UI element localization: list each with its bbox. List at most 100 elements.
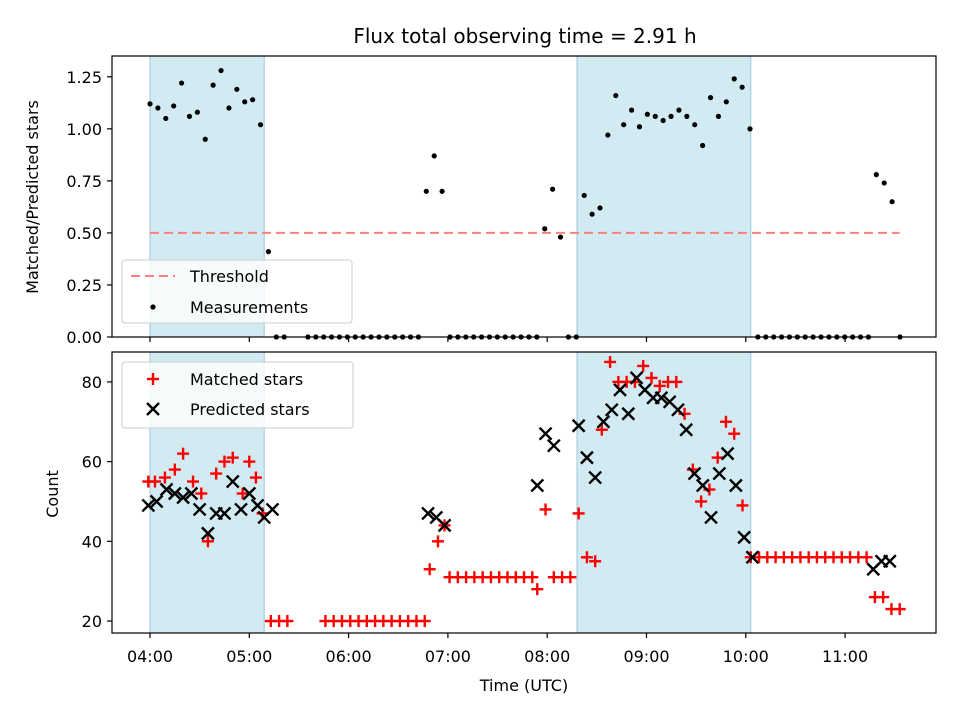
x-tick-label: 09:00 <box>623 647 669 666</box>
top-x-ticks <box>149 337 846 342</box>
matched-star-marker <box>187 475 200 488</box>
measurement-point <box>707 95 714 101</box>
measurement-point <box>423 188 429 194</box>
matched-star-marker <box>526 571 539 584</box>
matched-star-marker <box>226 451 239 464</box>
measurement-point <box>210 82 216 88</box>
matched-star-marker <box>531 583 544 596</box>
top-panel: 0.00 0.25 0.50 0.75 1.00 1.25 Matched/Predict… <box>23 55 937 347</box>
predicted-star-marker <box>201 526 215 541</box>
predicted-star-marker <box>613 383 627 397</box>
legend-predicted-label: Predicted stars <box>190 400 310 419</box>
measurement-point <box>715 113 722 119</box>
measurement-point <box>644 111 650 117</box>
legend-predicted-swatch <box>146 402 160 416</box>
predicted-star-markers <box>141 371 897 577</box>
measurement-point <box>257 122 264 128</box>
top-y-tick-label: 0.75 <box>66 172 102 191</box>
x-tick-label: 10:00 <box>723 647 769 666</box>
measurement-point <box>147 101 153 107</box>
predicted-star-marker <box>546 438 561 453</box>
predicted-star-marker <box>596 414 611 429</box>
top-y-tick-label: 0.25 <box>66 276 102 295</box>
matched-star-marker <box>168 463 181 476</box>
measurement-point <box>881 180 887 186</box>
predicted-star-marker <box>671 402 685 417</box>
measurement-point <box>178 80 185 86</box>
bottom-y-tick-label: 80 <box>82 373 102 392</box>
legend-measurements-swatch <box>150 304 156 310</box>
matched-star-marker <box>711 451 724 464</box>
predicted-star-marker <box>604 402 619 417</box>
matched-star-marker <box>539 503 552 516</box>
matched-star-marker <box>670 375 683 388</box>
measurement-point <box>581 192 587 199</box>
top-y-axis-label: Matched/Predicted stars <box>23 100 42 294</box>
matched-star-marker <box>281 615 294 628</box>
legend-measurements-label: Measurements <box>190 298 308 317</box>
matched-star-marker <box>653 379 666 392</box>
measurement-point <box>747 126 753 132</box>
predicted-star-marker <box>184 486 199 501</box>
measurement-point <box>889 199 895 205</box>
measurement-point <box>265 249 272 255</box>
matched-star-marker <box>728 427 741 440</box>
predicted-star-marker <box>149 494 164 509</box>
top-highlight-span <box>576 55 752 338</box>
measurement-point <box>605 132 611 138</box>
measurement-point <box>636 124 643 130</box>
predicted-star-marker <box>159 482 174 497</box>
matched-star-marker <box>637 359 650 372</box>
bottom-y-ticks: 20 40 60 80 <box>82 373 112 631</box>
bottom-y-tick-label: 60 <box>82 453 102 472</box>
predicted-star-marker <box>588 470 603 485</box>
bottom-x-ticks: 04:00 05:00 06:00 07:00 08:00 09:00 10:00 11:00 <box>127 633 868 666</box>
bottom-axes-frame <box>111 351 937 634</box>
matched-star-marker <box>236 487 249 500</box>
top-y-ticks: 0.00 0.25 0.50 0.75 1.00 1.25 <box>66 68 112 347</box>
predicted-star-marker <box>720 446 735 461</box>
matched-star-marker <box>201 535 214 548</box>
predicted-star-marker <box>538 426 553 441</box>
top-y-tick-label: 0.50 <box>66 224 102 243</box>
measurement-point <box>668 113 674 119</box>
legend-matched-swatch <box>147 373 159 385</box>
matched-star-marker <box>431 535 444 548</box>
matched-star-marker <box>695 495 708 508</box>
measurement-point <box>692 122 698 128</box>
measurement-point <box>155 105 161 111</box>
x-tick-label: 08:00 <box>524 647 570 666</box>
x-tick-label: 07:00 <box>425 647 471 666</box>
top-legend-box <box>121 259 353 324</box>
x-axis-label: Time (UTC) <box>479 676 568 695</box>
matched-star-marker <box>418 615 431 628</box>
measurement-point <box>700 142 706 149</box>
matched-star-marker <box>736 499 749 512</box>
matched-star-markers <box>142 355 906 628</box>
predicted-star-marker <box>141 498 156 513</box>
measurement-point <box>676 107 682 113</box>
bottom-legend: Matched stars Predicted stars <box>121 361 354 429</box>
predicted-star-marker <box>192 502 207 517</box>
matched-star-marker <box>195 487 208 500</box>
measurement-point <box>194 109 200 115</box>
top-legend: Threshold Measurements <box>121 259 353 324</box>
measurement-point <box>557 234 564 240</box>
x-tick-label: 05:00 <box>226 647 272 666</box>
matched-star-marker <box>158 471 171 484</box>
measurement-point <box>226 105 232 111</box>
measurement-point <box>542 226 548 232</box>
bottom-y-tick-label: 40 <box>82 532 102 551</box>
measurement-point <box>163 115 169 122</box>
measurement-point <box>739 84 745 90</box>
predicted-star-marker <box>242 486 257 501</box>
bottom-y-axis-label: Count <box>43 470 62 518</box>
predicted-star-marker <box>580 450 594 465</box>
x-tick-label: 11:00 <box>822 647 868 666</box>
x-tick-label: 04:00 <box>127 647 173 666</box>
predicted-star-marker <box>167 486 182 501</box>
predicted-star-marker <box>712 466 727 481</box>
predicted-star-marker <box>679 422 694 437</box>
predicted-star-marker <box>234 502 248 517</box>
predicted-star-marker <box>250 498 265 513</box>
